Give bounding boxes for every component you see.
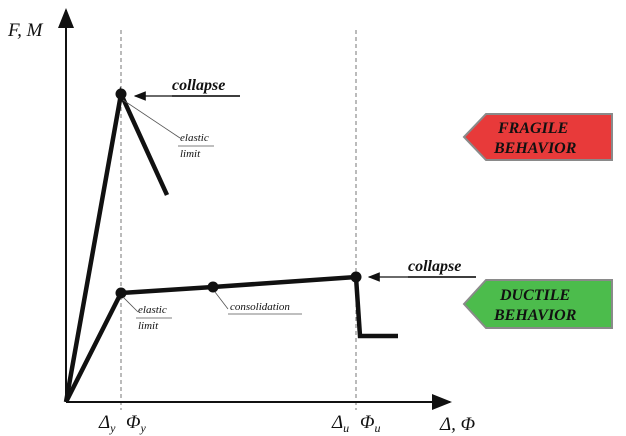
ductile-elastic-label-line2: limit	[138, 320, 159, 332]
fragile-behavior-badge: FRAGILE BEHAVIOR	[462, 113, 613, 161]
fragile-peak-point	[115, 88, 127, 100]
fragile-elastic-leader	[122, 99, 181, 139]
phi-y-tick: Φy	[126, 412, 146, 435]
ductile-peak-point	[350, 271, 362, 283]
delta-u-tick: Δu	[331, 412, 349, 435]
ductile-badge-line1: DUCTILE	[499, 287, 570, 304]
ductile-elastic-leader	[122, 296, 139, 313]
fragile-elastic-label-line2: limit	[180, 148, 201, 160]
y-axis-label: F, M	[7, 20, 44, 41]
ductile-yield-point	[115, 287, 127, 299]
consolidation-leader	[214, 291, 229, 310]
x-axis-label: Δ, Φ	[439, 414, 475, 435]
delta-y-tick: Δy	[98, 412, 116, 435]
fragile-collapse-label: collapse	[172, 77, 225, 94]
phi-u-tick: Φu	[360, 412, 380, 435]
ductile-curve	[63, 274, 398, 404]
ductile-consolidation-point	[207, 281, 219, 293]
consolidation-label: consolidation	[230, 301, 290, 313]
fragile-badge-line2: BEHAVIOR	[493, 140, 577, 157]
ductile-collapse-label: collapse	[408, 258, 461, 275]
fragile-elastic-label-line1: elastic	[180, 132, 209, 144]
fragile-badge-shape	[462, 113, 613, 161]
ductile-badge-shape	[462, 279, 613, 329]
fragile-curve	[63, 86, 170, 403]
fragile-badge-line1: FRAGILE	[497, 120, 568, 137]
ductile-behavior-badge: DUCTILE BEHAVIOR	[462, 279, 613, 329]
ductile-badge-line2: BEHAVIOR	[493, 307, 577, 324]
ductile-elastic-label-line1: elastic	[138, 304, 167, 316]
